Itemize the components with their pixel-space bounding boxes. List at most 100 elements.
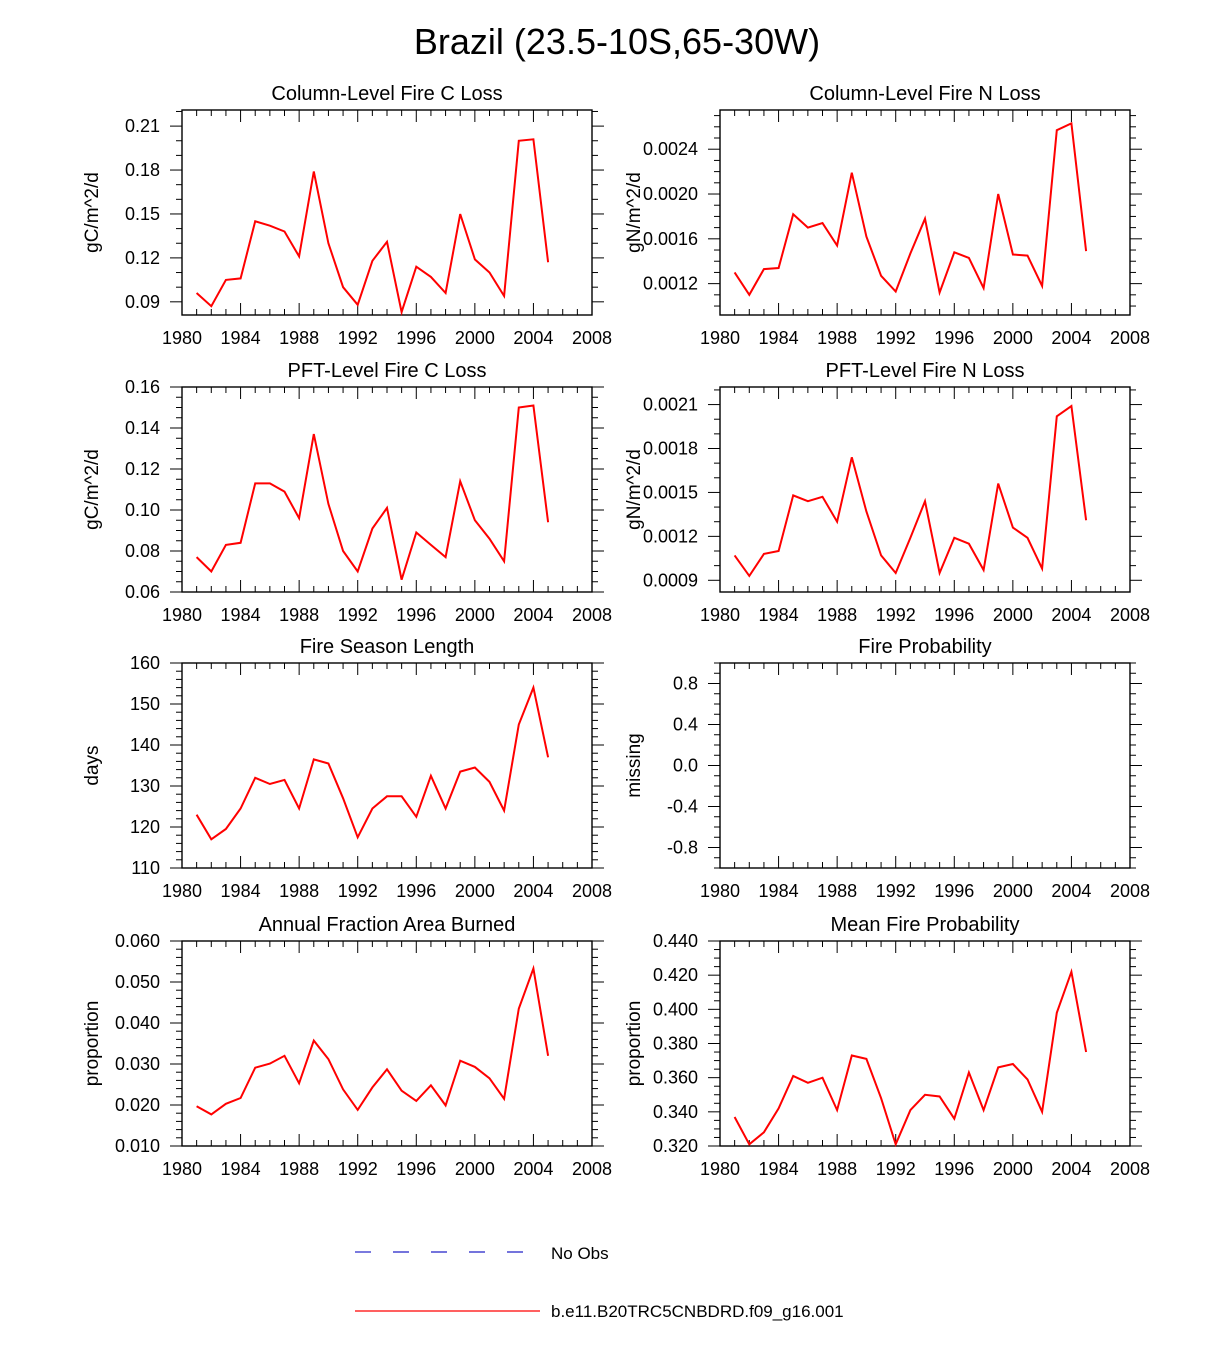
- x-tick-label: 1996: [934, 328, 974, 348]
- y-tick-label: 0.320: [653, 1136, 698, 1156]
- y-tick-label: 0.0015: [643, 482, 698, 502]
- x-tick-label: 1996: [396, 1159, 436, 1179]
- y-tick-label: 0.09: [125, 292, 160, 312]
- y-axis-label: days: [82, 745, 103, 785]
- x-tick-label: 1988: [817, 605, 857, 625]
- y-tick-label: 140: [130, 735, 160, 755]
- y-tick-label: -0.8: [667, 838, 698, 858]
- y-tick-label: 160: [130, 653, 160, 673]
- y-tick-label: 0.15: [125, 204, 160, 224]
- panel-title: Column-Level Fire C Loss: [271, 83, 502, 105]
- y-tick-label: 130: [130, 776, 160, 796]
- series-line-model: [195, 138, 550, 316]
- y-tick-label: 0.0: [673, 756, 698, 776]
- panels-group: Column-Level Fire C Loss 1980 1984 1988 1992…: [82, 83, 1150, 1179]
- y-tick-label: 0.0020: [643, 184, 698, 204]
- panel-col-fire-c: Column-Level Fire C Loss 1980 1984 1988 1992…: [82, 83, 612, 348]
- x-tick-label: 2008: [572, 1159, 612, 1179]
- x-tick-label: 1992: [338, 328, 378, 348]
- x-tick-label: 2000: [455, 605, 495, 625]
- y-tick-label: 0.400: [653, 999, 698, 1019]
- x-tick-label: 2000: [455, 1159, 495, 1179]
- series-line-model: [733, 121, 1088, 297]
- panel-col-fire-n: Column-Level Fire N Loss 1980 1984 1988 1992…: [624, 83, 1150, 348]
- x-tick-label: 1980: [700, 1159, 740, 1179]
- x-tick-label: 2004: [1051, 1159, 1091, 1179]
- panel-fire-season-length: Fire Season Length 1980 1984 1988 1992 1996 20…: [82, 636, 612, 901]
- x-tick-label: 2008: [1110, 1159, 1150, 1179]
- y-tick-label: 110: [131, 858, 160, 878]
- y-tick-label: 0.8: [673, 674, 698, 694]
- plot-frame: [181, 109, 593, 316]
- legend-model-label: b.e11.B20TRC5CNBDRD.f09_g16.001: [551, 1302, 844, 1321]
- x-tick-label: 1984: [221, 1159, 261, 1179]
- y-tick-label: 0.040: [115, 1013, 160, 1033]
- x-tick-label: 1992: [876, 605, 916, 625]
- x-tick-label: 1988: [817, 881, 857, 901]
- y-tick-label: 0.360: [653, 1068, 698, 1088]
- y-tick-label: 0.030: [115, 1054, 160, 1074]
- plot-frame: [719, 940, 1131, 1147]
- y-axis-label: proportion: [624, 1001, 645, 1087]
- y-axis-label: gN/m^2/d: [624, 172, 645, 253]
- x-tick-label: 1980: [162, 328, 202, 348]
- x-tick-label: 1980: [700, 881, 740, 901]
- x-tick-label: 2000: [993, 605, 1033, 625]
- y-tick-label: 0.0021: [643, 395, 698, 415]
- x-tick-label: 1996: [934, 1159, 974, 1179]
- plot-frame: [181, 386, 593, 593]
- panel-title: PFT-Level Fire C Loss: [288, 360, 487, 382]
- x-tick-label: 1984: [221, 328, 261, 348]
- x-tick-label: 1992: [338, 605, 378, 625]
- y-axis-label: proportion: [82, 1001, 103, 1087]
- x-tick-label: 1992: [876, 328, 916, 348]
- x-tick-label: 2000: [455, 328, 495, 348]
- x-tick-label: 2008: [1110, 605, 1150, 625]
- plot-frame: [719, 662, 1131, 869]
- y-tick-label: 120: [130, 817, 160, 837]
- y-axis-label: gC/m^2/d: [82, 449, 103, 530]
- x-tick-label: 1992: [338, 881, 378, 901]
- y-tick-label: 0.0024: [643, 139, 698, 159]
- x-tick-label: 1980: [162, 881, 202, 901]
- x-tick-label: 1996: [396, 881, 436, 901]
- x-tick-label: 2008: [572, 881, 612, 901]
- y-tick-label: 0.060: [115, 931, 160, 951]
- y-tick-label: 0.18: [125, 160, 160, 180]
- panel-pft-fire-n: PFT-Level Fire N Loss 1980 1984 1988 1992 199…: [624, 360, 1150, 625]
- x-tick-label: 2008: [1110, 328, 1150, 348]
- y-tick-label: 0.340: [653, 1102, 698, 1122]
- x-tick-label: 1996: [934, 881, 974, 901]
- y-tick-label: 0.14: [125, 418, 160, 438]
- figure-title: Brazil (23.5-10S,65-30W): [414, 21, 820, 62]
- plot-frame: [719, 109, 1131, 316]
- y-tick-label: 0.0016: [643, 229, 698, 249]
- x-tick-label: 1984: [759, 881, 799, 901]
- y-tick-label: 0.16: [125, 377, 160, 397]
- x-tick-label: 2000: [993, 881, 1033, 901]
- x-tick-label: 2004: [513, 328, 553, 348]
- plot-frame: [181, 940, 593, 1147]
- y-tick-label: 0.0009: [643, 570, 698, 590]
- y-tick-label: 0.420: [653, 965, 698, 985]
- x-tick-label: 1988: [817, 328, 857, 348]
- x-tick-label: 2008: [572, 328, 612, 348]
- x-tick-label: 2004: [513, 1159, 553, 1179]
- x-tick-label: 1984: [221, 881, 261, 901]
- x-tick-label: 1996: [934, 605, 974, 625]
- panel-title: Fire Probability: [858, 636, 991, 658]
- legend: No Obs b.e11.B20TRC5CNBDRD.f09_g16.001: [355, 1244, 844, 1321]
- y-tick-label: -0.4: [667, 797, 698, 817]
- x-tick-label: 1992: [338, 1159, 378, 1179]
- y-tick-label: 150: [130, 694, 160, 714]
- panel-title: Fire Season Length: [300, 636, 475, 658]
- x-tick-label: 1988: [279, 605, 319, 625]
- plot-frame: [719, 386, 1131, 593]
- x-tick-label: 1988: [817, 1159, 857, 1179]
- x-tick-label: 1984: [759, 328, 799, 348]
- y-tick-label: 0.440: [653, 931, 698, 951]
- x-tick-label: 1984: [221, 605, 261, 625]
- x-tick-label: 1992: [876, 1159, 916, 1179]
- legend-obs-label: No Obs: [551, 1244, 609, 1263]
